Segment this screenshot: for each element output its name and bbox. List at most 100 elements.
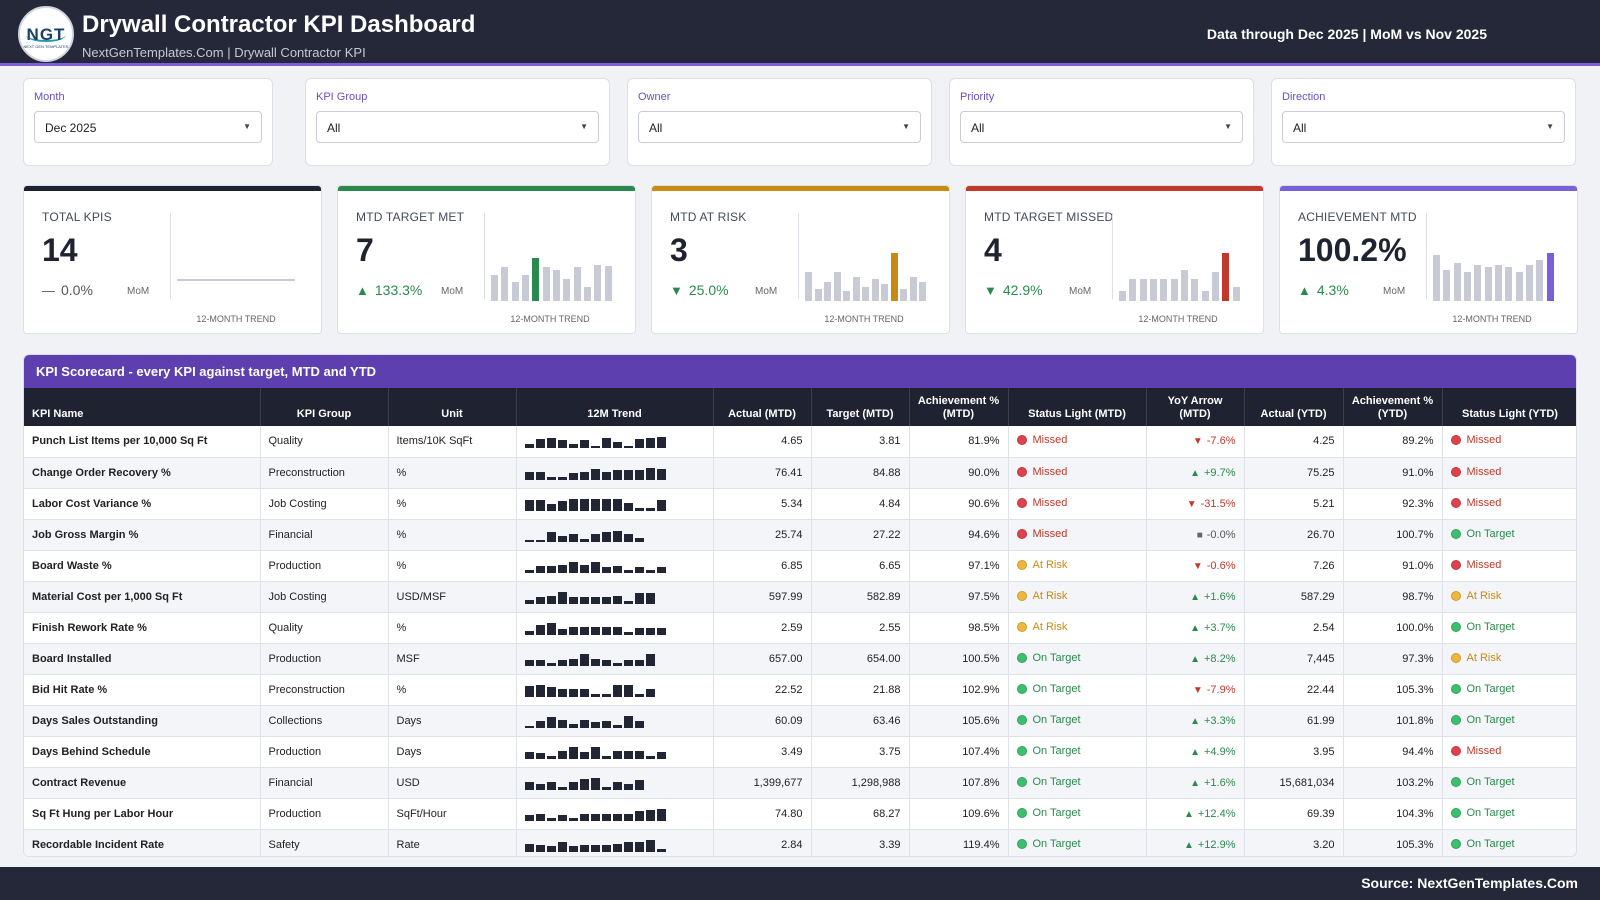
actual-mtd-cell: 25.74 [713, 519, 812, 551]
yoy-arrow-icon: ▼ [1192, 684, 1203, 696]
trend-bar [532, 257, 540, 301]
col-actual-mtd[interactable]: Actual (MTD) [713, 388, 812, 426]
caret-down-icon: ▼ [243, 122, 251, 131]
trend-bar [579, 719, 589, 728]
card-divider [484, 213, 485, 299]
col-unit[interactable]: Unit [388, 388, 517, 426]
trend-bar [579, 564, 589, 573]
app-footer: Source: NextGenTemplates.Com [0, 867, 1600, 900]
card-delta: — 0.0% [42, 282, 93, 298]
trend-bar [1505, 267, 1513, 301]
yoy-value: -0.0% [1206, 528, 1236, 541]
trend-bar [612, 814, 622, 821]
status-text: On Target [1466, 806, 1515, 819]
kpi-group-cell: Financial [260, 767, 389, 799]
status-dot-icon [1016, 745, 1027, 756]
table-row[interactable]: Recordable Incident Rate Safety Rate 2.84 3.… [24, 829, 1576, 856]
col-status-ytd[interactable]: Status Light (YTD) [1442, 388, 1576, 426]
trend-bar [1536, 260, 1544, 301]
trend-bar [833, 272, 841, 301]
target-mtd-cell: 3.81 [811, 426, 910, 458]
trend-bar [546, 566, 556, 573]
col-target-mtd[interactable]: Target (MTD) [811, 388, 910, 426]
status-light: On Target [1450, 806, 1515, 819]
table-row[interactable]: Contract Revenue Financial USD 1,399,677 1,2… [24, 767, 1576, 799]
owner-select[interactable]: All ▼ [638, 111, 921, 143]
trend-bar [584, 286, 591, 301]
trend-label: 12-MONTH TREND [510, 314, 590, 324]
col-status-mtd[interactable]: Status Light (MTD) [1008, 388, 1147, 426]
trend-bar [524, 569, 534, 573]
yoy-arrow-icon: ▲ [1183, 839, 1194, 851]
table-row[interactable]: Labor Cost Variance % Job Costing% 5.34 4.8… [24, 488, 1576, 520]
achievement-mtd-cell: 109.6% [909, 798, 1009, 830]
status-ytd-cell: Missed [1442, 488, 1576, 520]
achievement-ytd-cell: 103.2% [1343, 767, 1443, 799]
col-achievement-mtd[interactable]: Achievement % (MTD) [909, 388, 1009, 426]
card-delta: ▲ 4.3% [1298, 282, 1349, 298]
table-row[interactable]: Days Behind Schedule Production Days 3.49 3.… [24, 736, 1576, 768]
trend-bar [590, 659, 600, 666]
status-dot-icon [1016, 497, 1027, 508]
trend-bar [909, 277, 917, 301]
target-mtd-cell: 21.88 [811, 674, 910, 706]
trend-bar [601, 532, 611, 542]
trend-bar [1526, 265, 1533, 301]
table-row[interactable]: Punch List Items per 10,000 Sq Ft Quality… [24, 426, 1576, 458]
trend-bar [546, 476, 556, 480]
col-yoy-mtd[interactable]: YoY Arrow (MTD) [1146, 388, 1245, 426]
table-row[interactable]: Days Sales Outstanding Collections Days 60.… [24, 705, 1576, 737]
direction-select[interactable]: All ▼ [1282, 111, 1565, 143]
trend-cell [516, 550, 714, 582]
unit-cell: % [388, 457, 517, 489]
trend-bar [881, 284, 889, 301]
yoy-value: -31.5% [1200, 497, 1236, 510]
col-kpi-group[interactable]: KPI Group [260, 388, 389, 426]
table-row[interactable]: Finish Rework Rate % Quality% 2.59 2.55 98.5… [24, 612, 1576, 644]
table-row[interactable]: Change Order Recovery % Preconstruction% 7… [24, 457, 1576, 489]
trend-bar [890, 253, 898, 301]
yoy-mtd-cell: ▲ +4.9% [1146, 736, 1245, 768]
trend-bar [557, 629, 567, 635]
table-row[interactable]: Board Installed Production MSF 657.00 654.00… [24, 643, 1576, 675]
delta-arrow-icon: ▼ [670, 283, 683, 298]
table-row[interactable]: Board Waste % Production% 6.85 6.65 97.1% At … [24, 550, 1576, 582]
target-mtd-cell: 1,298,988 [811, 767, 910, 799]
col-12m-trend[interactable]: 12M Trend [516, 388, 714, 426]
trend-bar [590, 498, 600, 511]
status-text: On Target [1032, 651, 1081, 664]
status-dot-icon [1016, 838, 1027, 849]
achievement-mtd-cell: 97.1% [909, 550, 1009, 582]
kpi-group-select[interactable]: All ▼ [316, 111, 599, 143]
col-kpi-name[interactable]: KPI Name [24, 388, 261, 426]
trend-bar [824, 281, 832, 301]
filter-month: Month Dec 2025 ▼ [23, 78, 273, 166]
status-light: At Risk [1016, 559, 1067, 571]
col-actual-ytd[interactable]: Actual (YTD) [1244, 388, 1344, 426]
trend-cell [516, 426, 714, 458]
trend-bar [524, 630, 534, 635]
status-text: Missed [1466, 558, 1502, 571]
card-accent-bar [652, 186, 949, 191]
card-accent-bar [24, 186, 321, 191]
table-row[interactable]: Bid Hit Rate % Preconstruction% 22.52 21.88… [24, 674, 1576, 706]
trend-bar [557, 750, 567, 759]
target-mtd-cell: 3.39 [811, 829, 910, 856]
yoy-value: +1.6% [1204, 776, 1236, 789]
status-dot-icon [1450, 776, 1461, 787]
delta-value: 4.3% [1316, 282, 1349, 298]
trend-bar [568, 846, 578, 852]
col-achievement-ytd[interactable]: Achievement % (YTD) [1343, 388, 1443, 426]
priority-select[interactable]: All ▼ [960, 111, 1243, 143]
trend-bar [1546, 253, 1554, 301]
trend-bar [1170, 279, 1178, 301]
month-select[interactable]: Dec 2025 ▼ [34, 111, 262, 143]
kpi-name-cell: Material Cost per 1,000 Sq Ft [24, 581, 261, 613]
trend-bar [634, 721, 644, 728]
trend-bar [524, 500, 534, 511]
trend-bar [535, 439, 545, 449]
trend-bar [601, 660, 611, 666]
table-row[interactable]: Material Cost per 1,000 Sq Ft Job Costing… [24, 581, 1576, 613]
table-row[interactable]: Sq Ft Hung per Labor Hour Production SqFt/… [24, 798, 1576, 830]
table-row[interactable]: Job Gross Margin % Financial% 25.74 27.22 94… [24, 519, 1576, 551]
